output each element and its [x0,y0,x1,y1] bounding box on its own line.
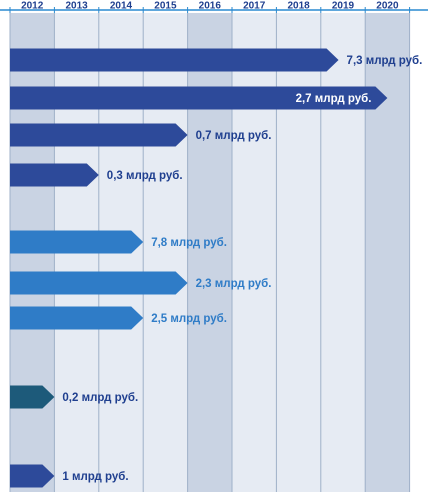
bar-4 [10,163,99,187]
bar-3 [10,123,188,147]
tick-label-2014: 2014 [110,1,133,12]
bar-2 [10,86,388,110]
data-label-7: 2,5 млрд руб. [151,313,227,325]
x-axis: 2012 2013 2014 2015 2016 2017 2018 2019 2020 [0,1,428,13]
bar-9 [10,464,55,488]
data-label-5: 7,8 млрд руб. [151,237,227,249]
tick-label-2017: 2017 [243,1,266,12]
column-bg-2016 [187,13,232,492]
bar-5 [10,230,144,254]
column-bg-2015 [143,13,188,492]
tick-label-2015: 2015 [154,1,177,12]
bar-7 [10,306,144,330]
bar-1 [10,48,339,72]
column-bg-2019 [320,13,366,492]
column-bg-2018 [276,13,321,492]
tick-label-2020: 2020 [376,1,399,12]
bar-group [10,48,388,488]
data-label-1: 7,3 млрд руб. [347,55,423,67]
data-label-6: 2,3 млрд руб. [196,278,272,290]
data-label-4: 0,3 млрд руб. [107,170,183,182]
bar-6 [10,271,188,295]
tick-label-2019: 2019 [332,1,355,12]
tick-label-2018: 2018 [287,1,310,12]
tick-label-2016: 2016 [199,1,222,12]
data-label-8: 0,2 млрд руб. [62,392,138,404]
column-bg-2017 [232,13,277,492]
data-label-3: 0,7 млрд руб. [196,130,272,142]
bar-8 [10,385,55,409]
tick-label-2013: 2013 [65,1,88,12]
value-labels: 7,3 млрд руб. 2,7 млрд руб. 0,7 млрд руб. 0… [62,55,422,483]
data-label-9: 1 млрд руб. [62,471,128,483]
column-bg-2020 [365,13,410,492]
data-label-2: 2,7 млрд руб. [296,93,372,105]
tick-label-2012: 2012 [21,1,44,12]
